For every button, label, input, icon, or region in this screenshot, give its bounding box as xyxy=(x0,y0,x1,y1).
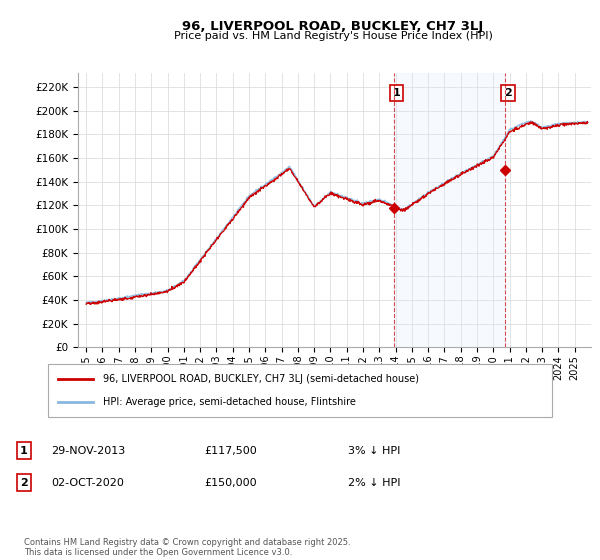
Text: 29-NOV-2013: 29-NOV-2013 xyxy=(51,446,125,456)
Text: 96, LIVERPOOL ROAD, BUCKLEY, CH7 3LJ: 96, LIVERPOOL ROAD, BUCKLEY, CH7 3LJ xyxy=(182,20,484,32)
Text: £117,500: £117,500 xyxy=(204,446,257,456)
Text: 2% ↓ HPI: 2% ↓ HPI xyxy=(348,478,401,488)
Text: 2: 2 xyxy=(504,88,512,98)
Text: 2: 2 xyxy=(20,478,28,488)
Text: Price paid vs. HM Land Registry's House Price Index (HPI): Price paid vs. HM Land Registry's House … xyxy=(173,31,493,41)
Text: £150,000: £150,000 xyxy=(204,478,257,488)
Text: 02-OCT-2020: 02-OCT-2020 xyxy=(51,478,124,488)
Text: 1: 1 xyxy=(20,446,28,456)
FancyBboxPatch shape xyxy=(48,364,552,417)
Text: Contains HM Land Registry data © Crown copyright and database right 2025.
This d: Contains HM Land Registry data © Crown c… xyxy=(24,538,350,557)
Text: 3% ↓ HPI: 3% ↓ HPI xyxy=(348,446,400,456)
Text: 96, LIVERPOOL ROAD, BUCKLEY, CH7 3LJ (semi-detached house): 96, LIVERPOOL ROAD, BUCKLEY, CH7 3LJ (se… xyxy=(103,374,419,384)
Bar xyxy=(394,73,505,347)
Text: HPI: Average price, semi-detached house, Flintshire: HPI: Average price, semi-detached house,… xyxy=(103,397,356,407)
Text: 1: 1 xyxy=(392,88,400,98)
